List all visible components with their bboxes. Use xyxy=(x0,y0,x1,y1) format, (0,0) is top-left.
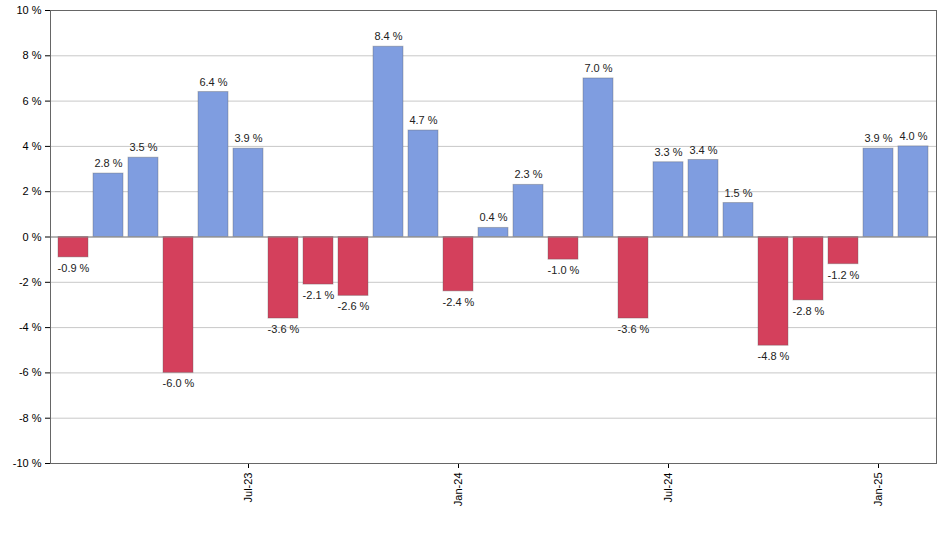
svg-text:-1.0 %: -1.0 % xyxy=(548,264,580,276)
svg-text:-2.1 %: -2.1 % xyxy=(303,289,335,301)
svg-text:Jul-23: Jul-23 xyxy=(242,473,254,503)
svg-text:-8 %: -8 % xyxy=(19,412,42,424)
svg-text:3.3 %: 3.3 % xyxy=(654,146,682,158)
svg-text:-10 %: -10 % xyxy=(13,457,42,469)
svg-text:-0.9 %: -0.9 % xyxy=(58,262,90,274)
svg-text:4.7 %: 4.7 % xyxy=(409,114,437,126)
svg-text:-3.6 %: -3.6 % xyxy=(268,323,300,335)
svg-text:7.0 %: 7.0 % xyxy=(584,62,612,74)
svg-text:4 %: 4 % xyxy=(23,140,42,152)
svg-text:3.4 %: 3.4 % xyxy=(689,144,717,156)
svg-text:6.4 %: 6.4 % xyxy=(199,76,227,88)
svg-text:Jan-24: Jan-24 xyxy=(452,473,464,507)
svg-text:10 %: 10 % xyxy=(16,4,41,16)
svg-text:6 %: 6 % xyxy=(23,95,42,107)
svg-text:3.5 %: 3.5 % xyxy=(129,141,157,153)
svg-text:2.8 %: 2.8 % xyxy=(94,157,122,169)
svg-text:-3.6 %: -3.6 % xyxy=(618,323,650,335)
svg-text:Jul-24: Jul-24 xyxy=(662,473,674,503)
svg-text:0 %: 0 % xyxy=(23,231,42,243)
svg-text:-4 %: -4 % xyxy=(19,321,42,333)
svg-text:-1.2 %: -1.2 % xyxy=(828,269,860,281)
svg-text:4.0 %: 4.0 % xyxy=(899,130,927,142)
svg-text:-2.8 %: -2.8 % xyxy=(793,305,825,317)
svg-text:3.9 %: 3.9 % xyxy=(234,132,262,144)
svg-text:-6 %: -6 % xyxy=(19,366,42,378)
svg-text:-4.8 %: -4.8 % xyxy=(758,350,790,362)
svg-text:2 %: 2 % xyxy=(23,185,42,197)
svg-text:Jan-25: Jan-25 xyxy=(872,473,884,507)
svg-text:2.3 %: 2.3 % xyxy=(514,168,542,180)
svg-text:1.5 %: 1.5 % xyxy=(724,187,752,199)
svg-text:3.9 %: 3.9 % xyxy=(864,132,892,144)
svg-text:-2.6 %: -2.6 % xyxy=(338,300,370,312)
svg-text:8 %: 8 % xyxy=(23,49,42,61)
svg-text:0.4 %: 0.4 % xyxy=(479,211,507,223)
svg-text:-2.4 %: -2.4 % xyxy=(443,296,475,308)
svg-text:-2 %: -2 % xyxy=(19,276,42,288)
svg-text:-6.0 %: -6.0 % xyxy=(163,377,195,389)
svg-text:8.4 %: 8.4 % xyxy=(374,30,402,42)
